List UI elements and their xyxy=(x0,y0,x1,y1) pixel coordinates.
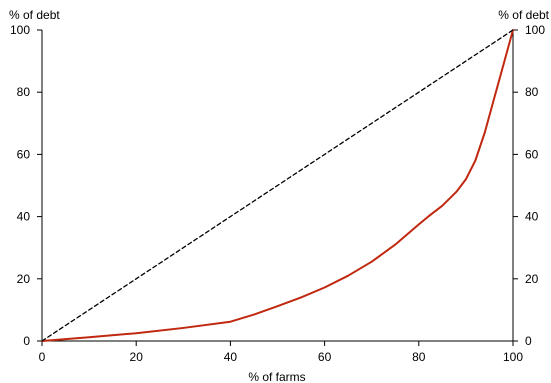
x-tick-label: 100 xyxy=(503,350,523,364)
x-tick-label: 40 xyxy=(224,350,238,364)
left-y-tick-label: 80 xyxy=(17,85,31,99)
x-axis-title: % of farms xyxy=(248,370,305,383)
right-y-tick-label: 20 xyxy=(525,272,539,286)
right-y-tick-label: 40 xyxy=(525,210,539,224)
x-tick-label: 80 xyxy=(412,350,426,364)
series-layer xyxy=(41,29,514,342)
right-y-axis-title: % of debt xyxy=(498,8,549,22)
left-y-tick-label: 40 xyxy=(17,210,31,224)
left-y-tick-label: 60 xyxy=(17,147,31,161)
left-y-tick-label: 0 xyxy=(23,334,30,348)
right-y-tick-label: 0 xyxy=(525,334,532,348)
x-tick-label: 0 xyxy=(39,350,46,364)
debt-distribution-curve xyxy=(41,29,514,342)
left-y-axis-title: % of debt xyxy=(9,8,60,22)
left-y-tick-label: 20 xyxy=(17,272,31,286)
left-y-tick-label: 100 xyxy=(10,23,30,37)
equality-line xyxy=(41,29,514,342)
right-y-tick-label: 60 xyxy=(525,147,539,161)
x-tick-label: 60 xyxy=(318,350,332,364)
right-y-tick-label: 80 xyxy=(525,85,539,99)
right-y-tick-label: 100 xyxy=(525,23,545,37)
x-tick-label: 20 xyxy=(130,350,144,364)
